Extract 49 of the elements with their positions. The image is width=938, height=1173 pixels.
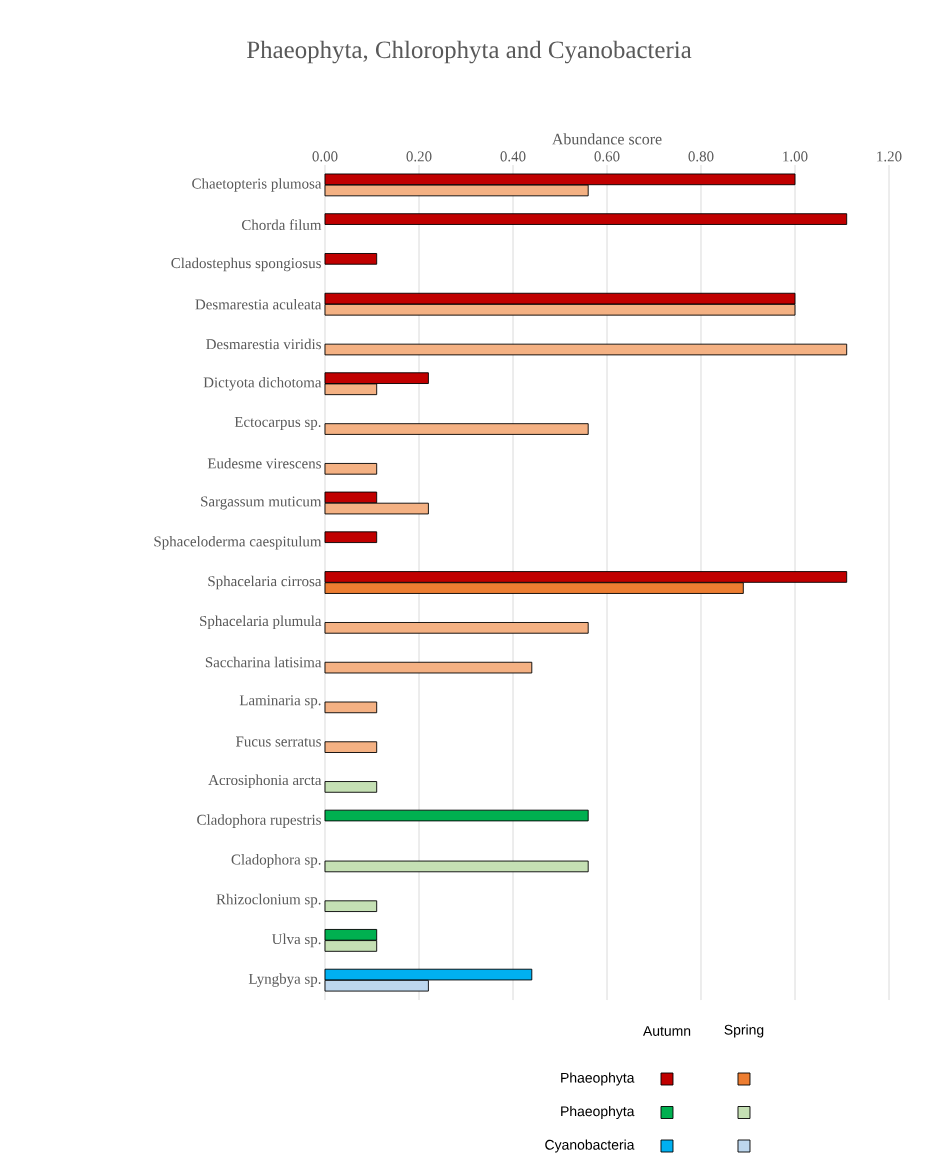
bar	[324, 781, 378, 793]
y-tick-label: Eudesme virescens	[207, 457, 321, 469]
y-tick-label: Sargassum muticum	[201, 496, 322, 510]
y-tick-label: Desmarestia viridis	[206, 338, 321, 350]
text: Spring	[724, 1024, 764, 1038]
bar	[324, 343, 848, 356]
bar	[324, 661, 533, 674]
x-tick-label: 0.40	[500, 151, 526, 162]
x-axis-title: Abundance score	[552, 133, 662, 145]
y-tick-label: Ulva sp.	[271, 933, 321, 948]
bar	[324, 462, 378, 475]
bar	[324, 622, 589, 634]
y-tick-label: Sphaceloderma caespitulum	[154, 536, 322, 550]
text: Autumn	[642, 1026, 691, 1036]
x-tick-label: 0.00	[312, 151, 338, 162]
y-tick-label: Ectocarpus sp.	[234, 417, 321, 430]
y-tick-label: Chorda filum	[241, 219, 322, 230]
legend-label: Phaeophyta	[561, 1106, 635, 1119]
y-tick-label: Lyngbya sp.	[248, 973, 321, 987]
bar	[324, 860, 589, 873]
y-tick-label: Cladophora rupestris	[197, 814, 321, 828]
y-tick-label: Sphacelaria cirrosa	[208, 575, 322, 590]
legend-label: Phaeophyta	[561, 1072, 635, 1086]
y-tick-label: Dictyota dichotoma	[203, 376, 322, 391]
legend-label: Cyanobacteria	[545, 1139, 635, 1153]
bar	[324, 809, 589, 822]
x-tick-label: 0.20	[406, 151, 432, 162]
bar	[324, 900, 378, 913]
bar	[324, 741, 378, 753]
chart-title: Phaeophyta, Chlorophyta and Cyanobacteria	[247, 40, 692, 64]
y-tick-label: Saccharina latisima	[205, 656, 322, 668]
y-tick-label: Cladophora sp.	[231, 854, 321, 868]
y-tick-label: Rhizoclonium sp.	[216, 893, 321, 908]
x-tick-label: 0.80	[688, 151, 714, 162]
y-tick-label: Chaetopteris plumosa	[192, 178, 322, 192]
bar	[324, 423, 589, 435]
y-tick-label: Fucus serratus	[236, 736, 321, 747]
bar	[324, 213, 848, 225]
y-tick-label: Cladostephus spongiosus	[171, 257, 321, 272]
y-tick-label: Laminaria sp.	[239, 695, 321, 709]
x-tick-label: 1.00	[783, 151, 808, 162]
y-tick-label: Desmarestia aculeata	[195, 298, 322, 310]
y-tick-label: Sphacelaria plumula	[200, 615, 322, 630]
bar	[324, 531, 378, 544]
x-tick-label: 1.20	[877, 151, 902, 162]
x-tick-label: 0.60	[594, 151, 620, 162]
y-tick-label: Acrosiphonia arcta	[208, 774, 322, 789]
bar	[324, 253, 378, 265]
bar	[324, 701, 378, 714]
